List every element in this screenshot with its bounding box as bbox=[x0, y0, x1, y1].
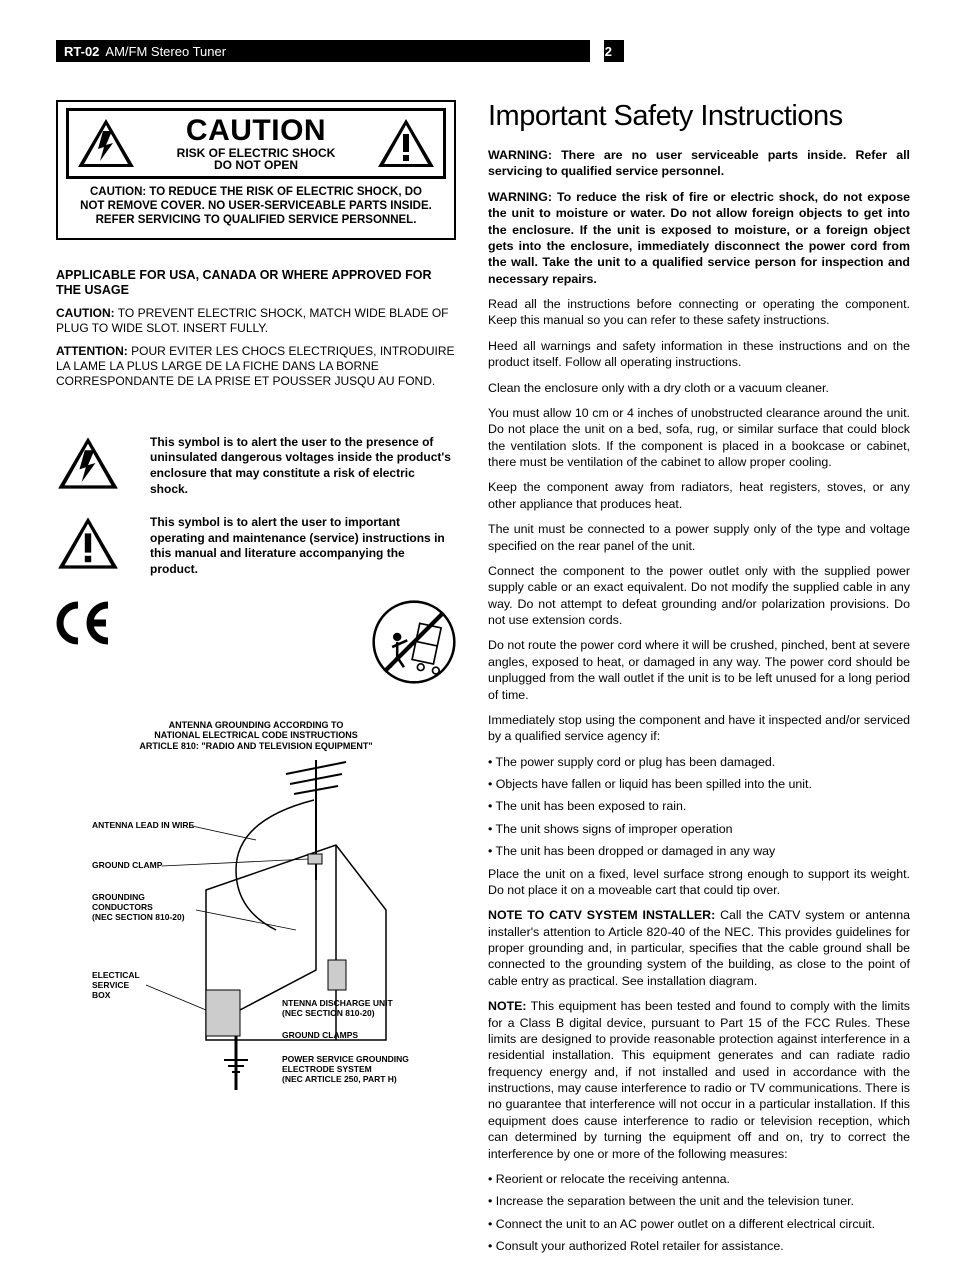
bullet-list-1: • The power supply cord or plug has been… bbox=[488, 754, 910, 860]
grounding-svg: ANTENNA LEAD IN WIRE GROUND CLAMP GROUND… bbox=[86, 760, 426, 1100]
bullet-4: • The unit shows signs of improper opera… bbox=[488, 821, 910, 837]
lbl-svc2: SERVICE bbox=[92, 980, 129, 990]
warning-1: WARNING: There are no user serviceable p… bbox=[488, 147, 910, 180]
lbl-dis2: (NEC SECTION 810-20) bbox=[282, 1008, 375, 1018]
bullet-list-2: • Reorient or relocate the receiving ant… bbox=[488, 1171, 910, 1255]
note-lead: NOTE: bbox=[488, 999, 527, 1013]
cbullet-4: • Consult your authorized Rotel retailer… bbox=[488, 1238, 910, 1254]
bullet-3: • The unit has been exposed to rain. bbox=[488, 798, 910, 814]
para-5: Keep the component away from radiators, … bbox=[488, 479, 910, 512]
caution-sub-3: REFER SERVICING TO QUALIFIED SERVICE PER… bbox=[66, 213, 446, 227]
bullet-2: • Objects have fallen or liquid has been… bbox=[488, 776, 910, 792]
lbl-clamps: GROUND CLAMPS bbox=[282, 1030, 358, 1040]
product-name: AM/FM Stereo Tuner bbox=[105, 44, 226, 59]
caution-sub-2: NOT REMOVE COVER. NO USER-SERVICEABLE PA… bbox=[66, 199, 446, 213]
caution-sub-1: CAUTION: TO REDUCE THE RISK OF ELECTRIC … bbox=[66, 185, 446, 199]
lbl-pw1: POWER SERVICE GROUNDING bbox=[282, 1054, 409, 1064]
fcc-note: NOTE: This equipment has been tested and… bbox=[488, 998, 910, 1162]
symbol-row-1: This symbol is to alert the user to the … bbox=[56, 435, 456, 497]
usa-p2-lead: ATTENTION: bbox=[56, 344, 128, 358]
bullet-5: • The unit has been dropped or damaged i… bbox=[488, 843, 910, 859]
page-title: Important Safety Instructions bbox=[488, 100, 910, 133]
lbl-svc3: BOX bbox=[92, 990, 111, 1000]
exclamation-triangle-icon bbox=[56, 515, 120, 571]
usa-p1-body: TO PREVENT ELECTRIC SHOCK, MATCH WIDE BL… bbox=[56, 306, 449, 335]
lbl-lead: ANTENNA LEAD IN WIRE bbox=[92, 820, 194, 830]
caution-box: CAUTION RISK OF ELECTRIC SHOCK DO NOT OP… bbox=[56, 100, 456, 240]
cbullet-1: • Reorient or relocate the receiving ant… bbox=[488, 1171, 910, 1187]
lightning-triangle-icon bbox=[56, 435, 120, 491]
lbl-dis1: NTENNA DISCHARGE UNIT bbox=[282, 998, 393, 1008]
grounding-title: ANTENNA GROUNDING ACCORDING TO NATIONAL … bbox=[56, 720, 456, 752]
tip-over-warning-icon bbox=[372, 600, 456, 684]
bullet-1: • The power supply cord or plug has been… bbox=[488, 754, 910, 770]
caution-top-row: CAUTION RISK OF ELECTRIC SHOCK DO NOT OP… bbox=[66, 108, 446, 179]
usa-p2: ATTENTION: POUR EVITER LES CHOCS ELECTRI… bbox=[56, 344, 456, 389]
para-8: Do not route the power cord where it wil… bbox=[488, 637, 910, 703]
right-column: Important Safety Instructions WARNING: T… bbox=[488, 100, 910, 1260]
para-1: Read all the instructions before connect… bbox=[488, 296, 910, 329]
cbullet-3: • Connect the unit to an AC power outlet… bbox=[488, 1216, 910, 1232]
caution-text: CAUTION RISK OF ELECTRIC SHOCK DO NOT OP… bbox=[137, 115, 375, 172]
catv-lead: NOTE TO CATV SYSTEM INSTALLER: bbox=[488, 908, 715, 922]
lbl-pw3: (NEC ARTICLE 250, PART H) bbox=[282, 1074, 397, 1084]
warning-2: WARNING: To reduce the risk of fire or e… bbox=[488, 189, 910, 287]
ce-mark-icon bbox=[56, 600, 116, 657]
grounding-diagram: ANTENNA GROUNDING ACCORDING TO NATIONAL … bbox=[56, 720, 456, 1103]
model-number: RT-02 bbox=[64, 44, 99, 59]
symbol-2-text: This symbol is to alert the user to impo… bbox=[150, 515, 456, 577]
symbol-1-text: This symbol is to alert the user to the … bbox=[150, 435, 456, 497]
lbl-pw2: ELECTRODE SYSTEM bbox=[282, 1064, 372, 1074]
caution-big: CAUTION bbox=[141, 115, 371, 147]
para-2: Heed all warnings and safety information… bbox=[488, 338, 910, 371]
catv-note: NOTE TO CATV SYSTEM INSTALLER: Call the … bbox=[488, 907, 910, 989]
symbol-row-2: This symbol is to alert the user to impo… bbox=[56, 515, 456, 577]
cbullet-2: • Increase the separation between the un… bbox=[488, 1193, 910, 1209]
lbl-cond1: GROUNDING bbox=[92, 892, 145, 902]
para-4: You must allow 10 cm or 4 inches of unob… bbox=[488, 405, 910, 471]
usa-p1: CAUTION: TO PREVENT ELECTRIC SHOCK, MATC… bbox=[56, 306, 456, 336]
caution-sub: CAUTION: TO REDUCE THE RISK OF ELECTRIC … bbox=[66, 185, 446, 228]
columns: CAUTION RISK OF ELECTRIC SHOCK DO NOT OP… bbox=[56, 100, 910, 1260]
para-10: Place the unit on a fixed, level surface… bbox=[488, 866, 910, 899]
usa-p1-lead: CAUTION: bbox=[56, 306, 115, 320]
left-column: CAUTION RISK OF ELECTRIC SHOCK DO NOT OP… bbox=[56, 100, 456, 1260]
gt2: NATIONAL ELECTRICAL CODE INSTRUCTIONS bbox=[56, 730, 456, 741]
lbl-clamp: GROUND CLAMP bbox=[92, 860, 163, 870]
exclamation-triangle-icon bbox=[375, 117, 437, 169]
lbl-cond2: CONDUCTORS bbox=[92, 902, 153, 912]
caution-l3: DO NOT OPEN bbox=[141, 159, 371, 172]
symbol-rows: This symbol is to alert the user to the … bbox=[56, 435, 456, 578]
gt3: ARTICLE 810: "RADIO AND TELEVISION EQUIP… bbox=[56, 741, 456, 752]
page: RT-02 AM/FM Stereo Tuner 2 CAUTION bbox=[0, 0, 954, 1272]
para-7: Connect the component to the power outle… bbox=[488, 563, 910, 629]
para-3: Clean the enclosure only with a dry clot… bbox=[488, 380, 910, 396]
usa-heading: APPLICABLE FOR USA, CANADA OR WHERE APPR… bbox=[56, 268, 456, 298]
usa-block: APPLICABLE FOR USA, CANADA OR WHERE APPR… bbox=[56, 268, 456, 389]
lightning-triangle-icon bbox=[75, 117, 137, 169]
para-9: Immediately stop using the component and… bbox=[488, 712, 910, 745]
para-6: The unit must be connected to a power su… bbox=[488, 521, 910, 554]
note-body: This equipment has been tested and found… bbox=[488, 999, 910, 1160]
ce-row bbox=[56, 600, 456, 684]
gt1: ANTENNA GROUNDING ACCORDING TO bbox=[56, 720, 456, 731]
lbl-cond3: (NEC SECTION 810-20) bbox=[92, 912, 185, 922]
header-bar: RT-02 AM/FM Stereo Tuner 2 bbox=[56, 40, 624, 62]
lbl-svc1: ELECTICAL bbox=[92, 970, 140, 980]
page-number: 2 bbox=[601, 44, 616, 59]
